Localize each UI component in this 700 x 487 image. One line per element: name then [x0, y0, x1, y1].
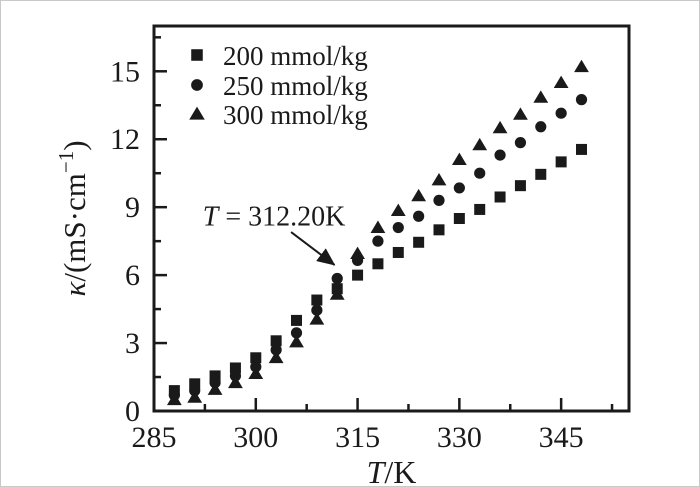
triangle-marker [472, 137, 488, 151]
y-tick-label: 3 [125, 327, 140, 360]
x-tick-label: 345 [539, 421, 584, 454]
square-marker [311, 294, 323, 306]
y-tick-label: 6 [125, 259, 140, 292]
circle-marker [191, 79, 203, 91]
circle-marker [494, 149, 506, 161]
triangle-marker [187, 390, 203, 403]
triangle-marker [553, 75, 569, 89]
series-200-mmol-kg [168, 143, 587, 397]
triangle-marker [370, 220, 386, 233]
circle-marker [392, 221, 404, 234]
square-marker [514, 180, 526, 192]
square-marker [270, 335, 282, 347]
square-marker [392, 246, 404, 258]
triangle-marker [350, 246, 365, 260]
legend-label: 250 mmol/kg [223, 71, 368, 101]
triangle-marker [513, 107, 528, 120]
plot-border [152, 24, 631, 413]
square-marker [291, 314, 302, 326]
triangle-marker [189, 106, 205, 120]
series-300-mmol-kg [166, 59, 589, 406]
series-250-mmol-kg [168, 94, 588, 401]
triangle-marker [268, 350, 284, 364]
x-tick-label: 330 [437, 421, 482, 454]
triangle-marker [228, 375, 243, 389]
triangle-marker [329, 287, 345, 300]
x-tick-label: 315 [335, 421, 380, 454]
square-marker [352, 269, 364, 281]
circle-marker [514, 137, 527, 149]
square-marker [535, 168, 547, 180]
square-marker [191, 49, 203, 61]
x-tick-label: 285 [132, 421, 177, 454]
circle-marker [453, 182, 465, 194]
y-tick-label: 12 [110, 123, 140, 156]
circle-marker [372, 235, 384, 247]
triangle-marker [166, 392, 182, 406]
legend-item: 250 mmol/kg [191, 71, 368, 101]
annotation-arrow [290, 231, 336, 266]
circle-marker [413, 210, 425, 222]
legend-item: 300 mmol/kg [189, 100, 368, 130]
square-marker [576, 143, 587, 155]
triangle-marker [390, 203, 406, 216]
circle-marker [474, 167, 486, 179]
square-marker [433, 224, 445, 236]
annotation-text: T = 312.20K [203, 201, 346, 232]
legend-label: 300 mmol/kg [223, 100, 368, 130]
circle-marker [575, 94, 588, 106]
triangle-marker [451, 152, 467, 166]
x-tick-label: 300 [233, 421, 278, 454]
x-tick-labels: 285 300 315 330 345 [132, 421, 584, 454]
triangle-marker [207, 382, 223, 395]
triangle-marker [533, 90, 549, 103]
triangle-marker [411, 188, 427, 202]
circle-marker [535, 121, 547, 133]
legend-label: 200 mmol/kg [223, 41, 368, 71]
y-axis-label: κ/(mS·cm−1) [54, 140, 92, 296]
square-marker [453, 213, 465, 224]
x-axis-label: T/K [367, 454, 417, 487]
circle-marker [290, 327, 303, 339]
square-marker [209, 370, 221, 382]
triangle-marker [248, 366, 264, 380]
triangle-marker [492, 120, 508, 134]
square-marker [474, 203, 486, 215]
triangle-marker [289, 334, 304, 348]
square-marker [189, 378, 201, 390]
circle-marker [331, 272, 343, 285]
square-marker [494, 191, 506, 203]
y-tick-label: 0 [125, 395, 140, 428]
triangle-marker [574, 59, 589, 73]
square-marker [413, 236, 425, 248]
legend-item: 200 mmol/kg [191, 41, 368, 71]
circle-marker [270, 344, 282, 356]
square-marker [555, 156, 567, 168]
square-marker [250, 352, 262, 364]
y-tick-label: 15 [110, 55, 140, 88]
circle-marker [311, 304, 323, 316]
square-marker [229, 362, 241, 374]
triangle-marker [309, 312, 325, 325]
triangle-marker [431, 173, 447, 186]
square-marker [372, 258, 384, 270]
y-tick-labels: 0 3 6 9 12 15 [110, 55, 140, 428]
y-tick-label: 9 [125, 191, 140, 224]
circle-marker [555, 107, 567, 119]
circle-marker [433, 194, 445, 206]
